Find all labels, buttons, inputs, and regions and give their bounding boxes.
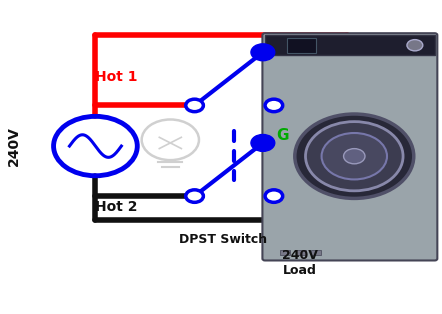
- Bar: [296, 250, 305, 256]
- Circle shape: [265, 190, 283, 202]
- Circle shape: [407, 40, 423, 51]
- Bar: [265, 35, 434, 55]
- Circle shape: [305, 122, 403, 191]
- Circle shape: [265, 99, 283, 112]
- Text: Hot 1: Hot 1: [95, 70, 138, 84]
- Text: 240V: 240V: [7, 126, 21, 166]
- Circle shape: [295, 114, 414, 198]
- Bar: [287, 38, 316, 53]
- Text: DPST Switch: DPST Switch: [179, 233, 267, 246]
- Circle shape: [322, 133, 387, 179]
- Bar: [281, 250, 290, 256]
- Circle shape: [251, 134, 275, 151]
- Circle shape: [343, 149, 365, 164]
- Text: G: G: [276, 127, 289, 143]
- Circle shape: [251, 44, 275, 61]
- Text: Hot 2: Hot 2: [95, 200, 138, 214]
- Circle shape: [186, 190, 203, 202]
- Bar: [311, 250, 321, 256]
- Circle shape: [186, 99, 203, 112]
- FancyBboxPatch shape: [263, 33, 437, 261]
- Text: 240V
Load: 240V Load: [282, 249, 318, 277]
